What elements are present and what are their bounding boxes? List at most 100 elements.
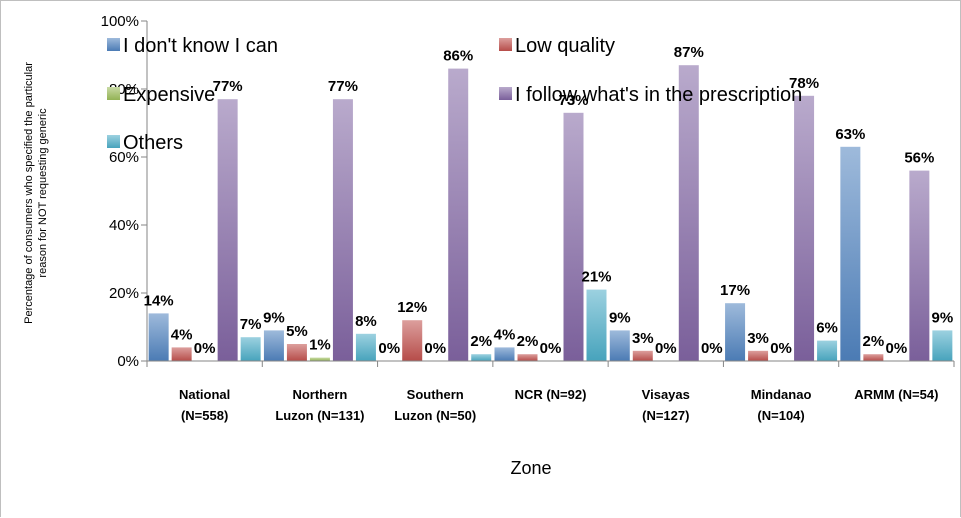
bar	[471, 354, 492, 361]
bar	[240, 337, 261, 361]
data-label: 0%	[378, 340, 400, 357]
data-label: 9%	[263, 309, 285, 326]
data-label: 12%	[397, 299, 427, 316]
data-label: 2%	[470, 333, 492, 350]
bars	[148, 65, 953, 362]
bar	[286, 344, 307, 361]
data-label: 0%	[886, 340, 908, 357]
bar	[586, 289, 607, 361]
data-label: 2%	[517, 333, 539, 350]
data-label: 7%	[240, 316, 262, 333]
x-category-label: (N=104)	[757, 408, 804, 423]
y-axis-title: Percentage of consumers who specified th…	[23, 62, 49, 324]
data-label: 0%	[540, 340, 562, 357]
data-labels: 14%4%0%77%7% 9%5%1%77%8%0%12%0%86%2% 4% 2% 0…	[144, 44, 954, 357]
data-label: 3%	[632, 330, 654, 347]
x-axis-title: Zone	[510, 458, 551, 478]
data-label: 77%	[213, 78, 243, 95]
bar	[494, 347, 515, 361]
bar	[355, 333, 376, 361]
data-label: 0%	[701, 340, 723, 357]
data-label: 77%	[328, 78, 358, 95]
bar	[932, 330, 953, 361]
bar	[332, 99, 353, 361]
x-category-label: Visayas	[642, 387, 690, 402]
bar	[678, 65, 699, 361]
bar	[817, 340, 838, 361]
legend: I don't know I can Low quality Expensive I …	[107, 35, 802, 154]
legend-swatch	[107, 38, 120, 51]
bar	[448, 68, 469, 361]
bar	[517, 354, 538, 361]
bar	[840, 146, 861, 361]
axes	[146, 21, 955, 367]
bar	[171, 347, 192, 361]
legend-label: I follow what's in the prescription	[515, 84, 802, 106]
legend-swatch	[499, 87, 512, 100]
data-label: 8%	[355, 313, 377, 330]
bar	[402, 320, 423, 361]
bar	[632, 350, 653, 361]
x-category-label: (N=127)	[642, 408, 689, 423]
data-label: 4%	[171, 326, 193, 343]
data-label: 87%	[674, 44, 704, 61]
x-category-label: Mindanao	[751, 387, 812, 402]
data-label: 0%	[770, 340, 792, 357]
data-label: 17%	[720, 282, 750, 299]
x-category-label: Northern	[292, 387, 347, 402]
bar	[609, 330, 630, 361]
data-label: 56%	[904, 150, 934, 167]
bar	[309, 357, 330, 361]
bar	[217, 99, 238, 361]
x-axis-categories: National (N=558) Northern Luzon (N=131) Sout…	[179, 387, 938, 423]
data-label: 78%	[789, 75, 819, 92]
y-axis-title-line: reason for NOT requesting generic	[37, 108, 49, 278]
y-tick-label: 20%	[109, 285, 139, 302]
legend-label: Low quality	[515, 35, 615, 57]
x-category-label: NCR (N=92)	[515, 387, 587, 402]
data-label: 4%	[494, 326, 516, 343]
bar	[748, 350, 769, 361]
data-label: 0%	[424, 340, 446, 357]
legend-label: Expensive	[123, 84, 215, 106]
data-label: 2%	[863, 333, 885, 350]
data-label: 86%	[443, 48, 473, 65]
y-axis-title-line: Percentage of consumers who specified th…	[23, 62, 35, 324]
data-label: 1%	[309, 337, 331, 354]
data-label: 3%	[747, 330, 769, 347]
data-label: 6%	[816, 320, 838, 337]
bar	[909, 170, 930, 361]
x-category-label: Luzon (N=50)	[394, 408, 476, 423]
legend-swatch	[107, 87, 120, 100]
y-tick-label: 100%	[101, 13, 139, 30]
data-label: 9%	[609, 309, 631, 326]
data-label: 5%	[286, 323, 308, 340]
bar	[563, 112, 584, 361]
x-category-label: ARMM (N=54)	[854, 387, 938, 402]
legend-label: I don't know I can	[123, 35, 278, 57]
x-category-label: National	[179, 387, 230, 402]
bar	[148, 313, 169, 361]
data-label: 9%	[932, 309, 954, 326]
legend-label: Others	[123, 132, 183, 154]
data-label: 0%	[194, 340, 216, 357]
y-tick-label: 0%	[117, 353, 139, 370]
bar	[863, 354, 884, 361]
legend-swatch	[499, 38, 512, 51]
data-label: 21%	[581, 269, 611, 286]
y-axis-ticks: 0%20%40%60%80%100%	[101, 13, 147, 370]
y-tick-label: 40%	[109, 217, 139, 234]
x-category-label: Luzon (N=131)	[275, 408, 364, 423]
bar	[263, 330, 284, 361]
x-category-label: Southern	[407, 387, 464, 402]
data-label: 73%	[558, 92, 588, 109]
data-label: 14%	[144, 292, 174, 309]
bar	[794, 95, 815, 362]
data-label: 0%	[655, 340, 677, 357]
legend-swatch	[107, 135, 120, 148]
bar	[725, 303, 746, 361]
y-tick-label: 60%	[109, 149, 139, 166]
data-label: 63%	[835, 126, 865, 143]
